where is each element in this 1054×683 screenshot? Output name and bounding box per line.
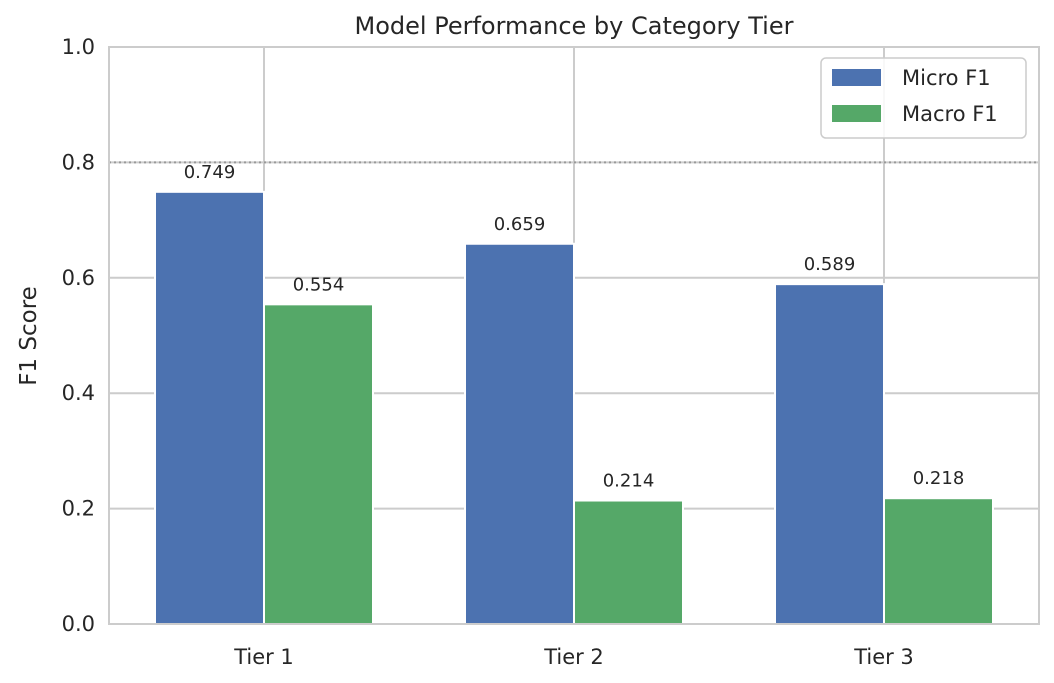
y-tick-label: 0.6 xyxy=(62,266,95,290)
y-axis-label: F1 Score xyxy=(16,286,42,386)
value-labels: 0.749 0.659 0.589 0.554 0.214 0.218 xyxy=(184,162,965,492)
legend-swatch xyxy=(832,69,881,86)
bar-value-label: 0.218 xyxy=(913,468,965,489)
legend-swatch xyxy=(832,105,881,122)
bar-macro-f1 xyxy=(573,499,684,625)
legend: Micro F1 Macro F1 xyxy=(820,57,1027,139)
x-tick-label: Tier 3 xyxy=(853,645,914,669)
x-tick-label: Tier 1 xyxy=(233,645,294,669)
bar-value-label: 0.589 xyxy=(804,254,856,275)
bar-micro-f1 xyxy=(154,190,265,625)
y-tick-label: 0.4 xyxy=(62,381,95,405)
y-tick-label: 0.8 xyxy=(62,150,95,174)
bars xyxy=(154,190,994,626)
bar-macro-f1 xyxy=(883,497,994,625)
y-tick-label: 1.0 xyxy=(62,35,95,59)
bar-macro-f1 xyxy=(263,303,374,625)
y-tick-label: 0.0 xyxy=(62,612,95,636)
bar-micro-f1 xyxy=(464,242,575,626)
bar-value-label: 0.749 xyxy=(184,162,236,183)
bar-value-label: 0.554 xyxy=(293,274,345,295)
legend-label: Micro F1 xyxy=(902,66,991,90)
y-tick-label: 0.2 xyxy=(62,497,95,521)
plot-frame xyxy=(108,46,1040,625)
x-tick-label: Tier 2 xyxy=(543,645,604,669)
bar-value-label: 0.659 xyxy=(494,214,546,235)
bar-value-label: 0.214 xyxy=(603,471,655,492)
chart-title: Model Performance by Category Tier xyxy=(355,12,794,40)
legend-label: Macro F1 xyxy=(902,102,998,126)
tick-labels: 0.0 0.2 0.4 0.6 0.8 1.0 Tier 1 Tier 2 Tier 3 xyxy=(62,35,914,669)
bar-micro-f1 xyxy=(774,283,885,625)
